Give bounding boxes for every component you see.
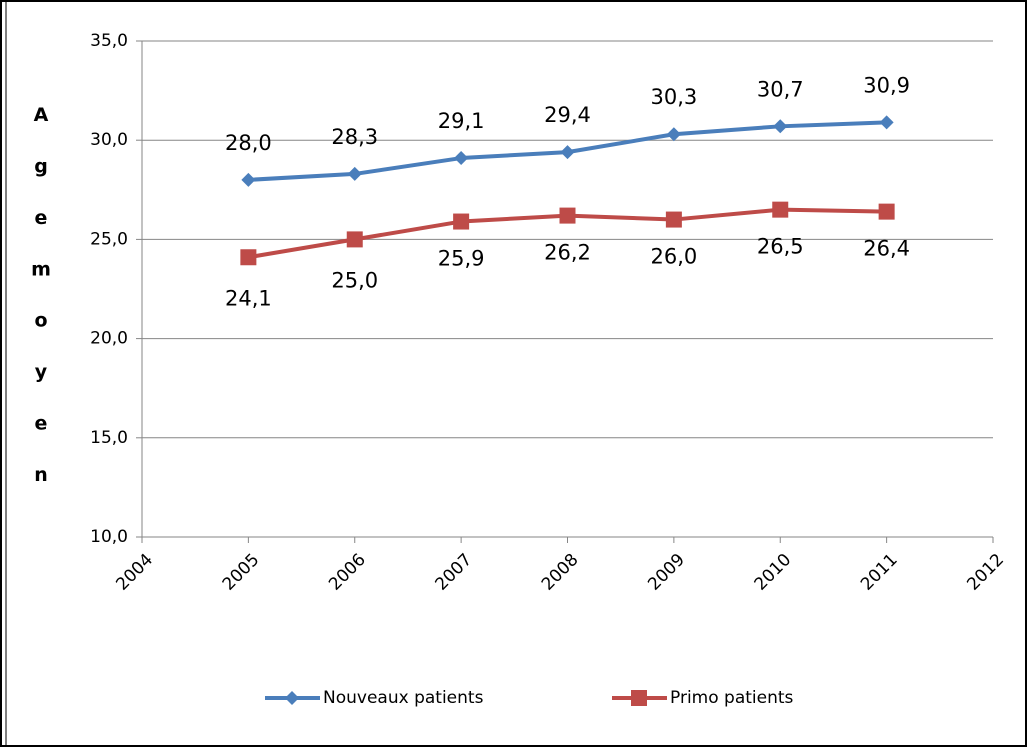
data-label: 26,5 <box>757 235 804 259</box>
point <box>346 231 363 248</box>
point <box>878 203 895 220</box>
data-label: 26,2 <box>544 241 591 265</box>
data-label: 30,7 <box>757 77 804 101</box>
point <box>240 249 257 266</box>
data-label: 29,1 <box>438 109 485 133</box>
legend-label: Nouveaux patients <box>323 688 484 708</box>
point <box>879 115 894 130</box>
point <box>665 211 682 228</box>
data-label: 24,1 <box>225 286 272 310</box>
y-tick-label: 30,0 <box>90 130 128 150</box>
y-tick-label: 10,0 <box>90 527 128 547</box>
data-label: 26,4 <box>863 237 910 261</box>
point <box>241 172 256 187</box>
y-tick-label: 20,0 <box>90 329 128 349</box>
point <box>454 151 469 166</box>
point <box>560 145 575 160</box>
y-tick-label: 15,0 <box>90 428 128 448</box>
point <box>559 207 576 224</box>
legend-marker <box>285 691 299 705</box>
legend-marker <box>631 690 647 706</box>
y-tick-label: 35,0 <box>90 31 128 51</box>
point <box>773 119 788 134</box>
data-label: 25,9 <box>438 247 485 271</box>
point <box>453 213 470 230</box>
data-label: 28,3 <box>331 125 378 149</box>
data-label: 26,0 <box>650 245 697 269</box>
data-label: 28,0 <box>225 131 272 155</box>
data-label: 30,9 <box>863 73 910 97</box>
point <box>347 166 362 181</box>
data-label: 30,3 <box>650 85 697 109</box>
point <box>666 127 681 142</box>
data-label: 29,4 <box>544 103 591 127</box>
data-label: 25,0 <box>331 268 378 292</box>
point <box>772 201 789 218</box>
y-tick-label: 25,0 <box>90 229 128 249</box>
legend-label: Primo patients <box>670 688 794 708</box>
